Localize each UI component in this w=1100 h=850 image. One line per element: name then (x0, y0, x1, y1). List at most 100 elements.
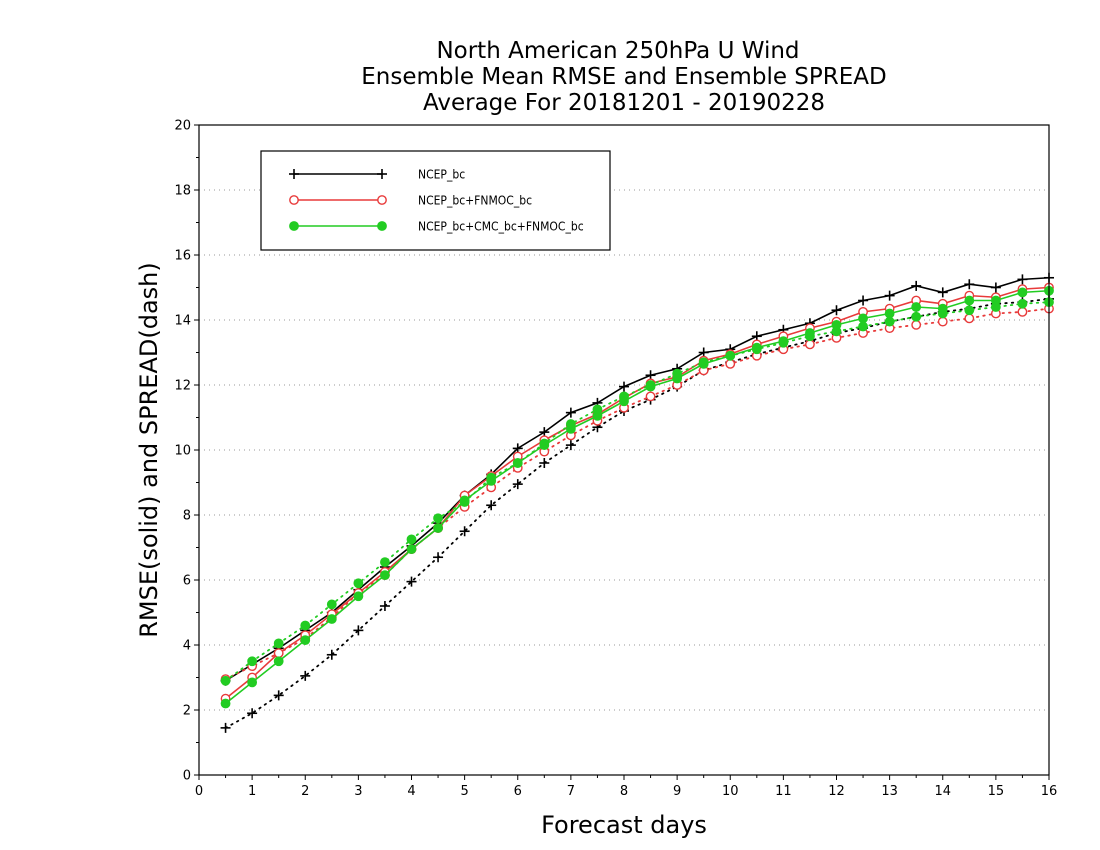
spread-point (1017, 306, 1028, 317)
y-tick-label: 18 (174, 184, 191, 199)
rmse-point (778, 336, 789, 347)
spread-point (459, 526, 470, 537)
rmse-point (990, 282, 1001, 293)
rmse-line (225, 286, 1050, 700)
y-tick-label: 0 (183, 769, 191, 784)
spread-point (725, 358, 736, 369)
legend-label: NCEP_bc (418, 168, 465, 182)
rmse-point (459, 495, 470, 506)
rmse-point (565, 407, 576, 418)
rmse-point (539, 440, 550, 451)
x-tick-label: 13 (881, 784, 898, 799)
legend-label: NCEP_bc+FNMOC_bc (418, 194, 532, 208)
rmse-point (911, 302, 922, 312)
rmse-point (326, 614, 337, 624)
rmse-point (805, 328, 815, 338)
y-axis-label: RMSE(solid) and SPREAD(dash) (135, 262, 163, 638)
series-0 (220, 272, 1054, 733)
plot-area-frame (198, 124, 1050, 776)
legend-label: NCEP_bc+CMC_bc+FNMOC_bc (418, 220, 584, 234)
rmse-point (273, 656, 284, 667)
spread-point (220, 722, 231, 733)
series-layer (220, 272, 1054, 733)
rmse-point (964, 295, 975, 306)
rmse-point (380, 570, 390, 581)
x-tick-label: 12 (828, 784, 845, 799)
spread-point (486, 500, 497, 511)
rmse-point (884, 308, 895, 319)
series-1 (220, 282, 1054, 704)
x-tick-label: 2 (301, 784, 309, 799)
y-tick-label: 4 (183, 639, 191, 654)
rmse-point (831, 319, 842, 330)
spread-point (326, 599, 337, 610)
rmse-point (1017, 274, 1028, 285)
rmse-point (406, 544, 417, 555)
spread-point (565, 440, 576, 451)
rmse-point (751, 342, 762, 353)
spread-point (884, 316, 895, 327)
legend-entry: NCEP_bc+FNMOC_bc (289, 194, 532, 208)
rmse-point (565, 423, 576, 434)
x-tick-label: 6 (514, 784, 522, 799)
spread-point (300, 620, 311, 631)
spread-point (433, 513, 443, 524)
rmse-point (911, 280, 922, 291)
spread-point (380, 557, 390, 568)
rmse-point (858, 295, 869, 306)
rmse-point (619, 396, 629, 407)
spread-point (220, 675, 231, 686)
rmse-point (619, 381, 629, 392)
rmse-point (1017, 287, 1028, 298)
rmse-point (353, 591, 364, 602)
spread-point (911, 319, 922, 330)
legend-entry: NCEP_bc+CMC_bc+FNMOC_bc (289, 220, 584, 234)
x-tick-label: 14 (934, 784, 951, 799)
y-tick-label: 10 (174, 444, 191, 459)
x-tick-label: 7 (567, 784, 575, 799)
rmse-point (433, 523, 443, 533)
spread-point (964, 305, 975, 316)
legend-marker (377, 169, 387, 179)
rmse-line (225, 276, 1050, 682)
rmse-point (990, 295, 1001, 306)
spread-line (224, 297, 1050, 729)
x-tick-label: 3 (354, 784, 362, 799)
y-tick-label: 12 (174, 379, 191, 394)
rmse-point (220, 698, 231, 709)
spread-point (353, 578, 364, 589)
x-tick-label: 16 (1041, 784, 1058, 799)
spread-point (273, 638, 284, 649)
legend: NCEP_bc NCEP_bc+FNMOC_bc NCEP_bc+CMC_bc+FN… (260, 150, 611, 251)
spread-point (379, 601, 390, 611)
rmse-point (937, 287, 948, 298)
rmse-line (225, 289, 1050, 705)
rmse-point (884, 290, 895, 301)
x-tick-label: 1 (248, 784, 256, 799)
x-tick-label: 0 (195, 784, 203, 799)
rmse-point (645, 381, 656, 392)
rmse-point (300, 635, 311, 646)
spread-point (326, 649, 337, 660)
rmse-point (486, 475, 497, 486)
legend-marker (289, 195, 299, 205)
spread-point (964, 313, 975, 324)
rmse-point (858, 313, 868, 324)
spread-point (433, 552, 444, 563)
y-tick-label: 2 (183, 704, 191, 719)
spread-point (858, 321, 868, 332)
spread-point (273, 690, 284, 701)
x-tick-label: 4 (407, 784, 415, 799)
y-tick-label: 14 (174, 314, 191, 329)
spread-point (539, 458, 550, 468)
spread-line (224, 307, 1050, 681)
spread-point (247, 656, 258, 667)
y-tick-label: 8 (183, 509, 191, 524)
legend-marker (289, 169, 299, 179)
y-tick-label: 16 (174, 249, 191, 264)
gridlines (199, 189, 1049, 711)
rmse-point (725, 350, 736, 361)
legend-marker (377, 221, 387, 231)
